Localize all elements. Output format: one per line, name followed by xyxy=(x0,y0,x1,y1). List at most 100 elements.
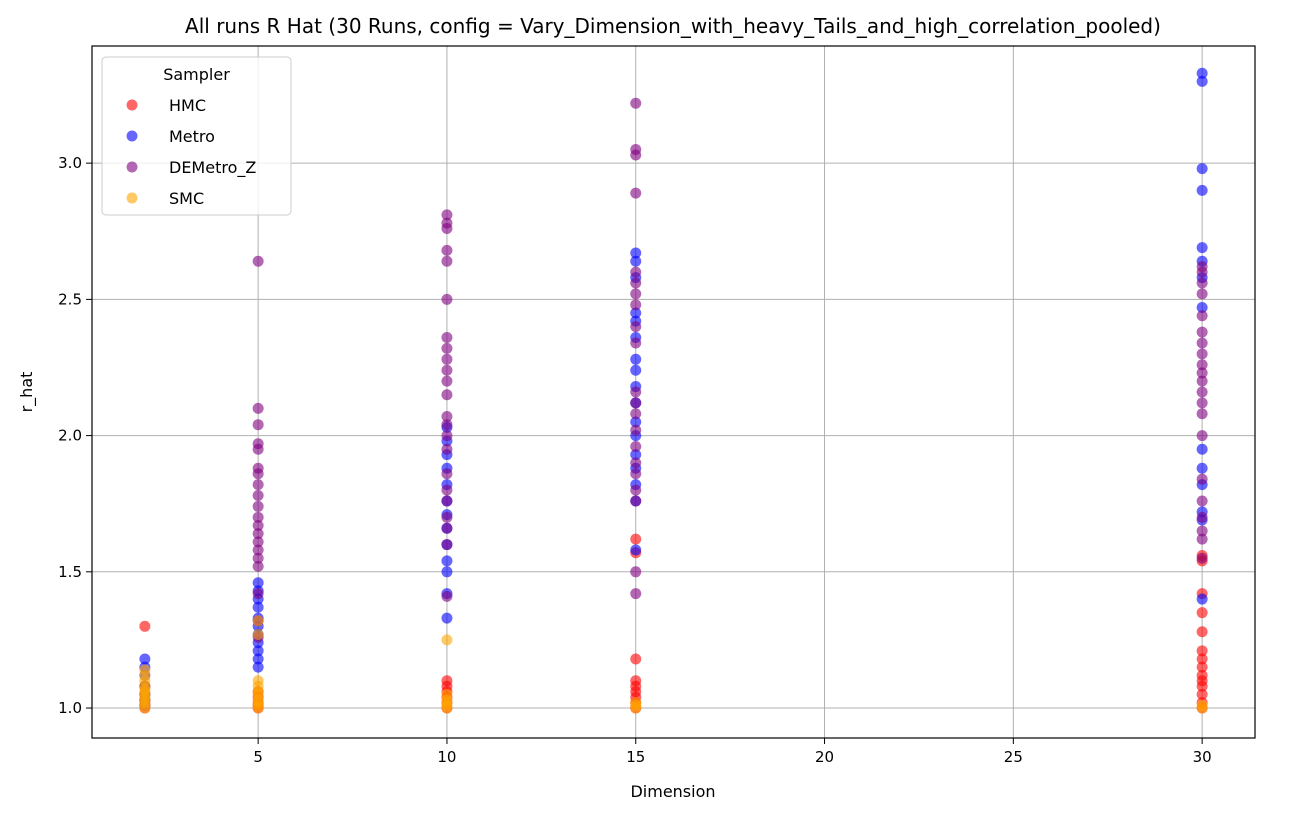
data-point xyxy=(252,511,264,523)
data-point xyxy=(252,479,264,491)
data-point xyxy=(441,468,453,480)
y-tick-label: 1.5 xyxy=(58,563,82,581)
data-point xyxy=(630,97,642,109)
data-point xyxy=(630,277,642,289)
chart-title: All runs R Hat (30 Runs, config = Vary_D… xyxy=(185,14,1161,38)
data-point xyxy=(1196,430,1208,442)
legend: Sampler HMC Metro DEMetro_Z SMC xyxy=(101,56,292,216)
data-point xyxy=(252,645,264,657)
data-point xyxy=(252,438,264,450)
data-point xyxy=(630,299,642,311)
data-point xyxy=(630,288,642,300)
data-point xyxy=(441,293,453,305)
data-point xyxy=(1196,688,1208,700)
data-point xyxy=(252,255,264,267)
data-point xyxy=(1196,288,1208,300)
data-point xyxy=(1196,375,1208,387)
data-point xyxy=(630,408,642,420)
data-point xyxy=(630,424,642,436)
legend-label: SMC xyxy=(169,189,204,208)
data-point xyxy=(252,462,264,474)
data-point xyxy=(630,337,642,349)
data-point xyxy=(1196,184,1208,196)
legend-marker xyxy=(126,161,138,173)
data-point xyxy=(630,440,642,452)
data-point xyxy=(441,209,453,221)
data-point xyxy=(441,675,453,687)
data-point xyxy=(1196,326,1208,338)
data-point xyxy=(139,620,151,632)
data-point xyxy=(630,255,642,267)
data-point xyxy=(1196,261,1208,273)
legend-marker xyxy=(126,192,138,204)
data-point xyxy=(1196,348,1208,360)
data-point xyxy=(630,266,642,278)
data-point xyxy=(1196,408,1208,420)
data-point xyxy=(441,511,453,523)
data-point xyxy=(441,353,453,365)
data-point xyxy=(630,353,642,365)
data-point xyxy=(441,419,453,431)
data-point xyxy=(252,601,264,613)
data-point xyxy=(441,389,453,401)
data-point xyxy=(441,332,453,344)
data-point xyxy=(441,443,453,455)
data-point xyxy=(252,402,264,414)
data-point xyxy=(252,490,264,502)
data-point xyxy=(1196,645,1208,657)
data-point xyxy=(630,697,642,709)
data-point xyxy=(441,539,453,551)
data-point xyxy=(252,544,264,556)
data-point xyxy=(1196,653,1208,665)
y-axis-label: r_hat xyxy=(17,372,37,413)
data-point xyxy=(1196,495,1208,507)
data-point xyxy=(1196,310,1208,322)
data-point xyxy=(1196,367,1208,379)
data-points xyxy=(139,67,1208,714)
data-point xyxy=(630,397,642,409)
data-point xyxy=(441,495,453,507)
data-point xyxy=(441,590,453,602)
data-point xyxy=(1196,337,1208,349)
legend-box xyxy=(101,56,292,216)
data-point xyxy=(630,307,642,319)
data-point xyxy=(441,375,453,387)
plot-area-frame xyxy=(91,45,1256,739)
data-point xyxy=(441,364,453,376)
data-point xyxy=(441,612,453,624)
data-point xyxy=(252,500,264,512)
data-point xyxy=(252,552,264,564)
data-point xyxy=(1196,699,1208,711)
data-point xyxy=(441,522,453,534)
data-point xyxy=(441,430,453,442)
data-point xyxy=(1196,163,1208,175)
data-point xyxy=(1196,359,1208,371)
data-point xyxy=(1196,661,1208,673)
y-tick-label: 2.0 xyxy=(58,427,82,445)
data-point xyxy=(630,544,642,556)
data-point xyxy=(441,688,453,700)
x-tick-label: 25 xyxy=(1004,748,1023,766)
data-point xyxy=(252,675,264,687)
y-tick-label: 1.0 xyxy=(58,699,82,717)
data-point xyxy=(630,484,642,496)
data-point xyxy=(252,628,264,640)
data-point xyxy=(441,555,453,567)
data-point xyxy=(1196,669,1208,681)
data-point xyxy=(252,519,264,531)
legend-marker xyxy=(126,99,138,111)
data-point xyxy=(252,577,264,589)
data-point xyxy=(630,495,642,507)
data-point xyxy=(630,653,642,665)
legend-label: Metro xyxy=(169,127,215,146)
data-point xyxy=(630,364,642,376)
data-point xyxy=(1196,511,1208,523)
data-point xyxy=(139,664,151,676)
data-point xyxy=(630,247,642,259)
data-point xyxy=(1196,533,1208,545)
data-point xyxy=(441,411,453,423)
data-point xyxy=(441,634,453,646)
data-point xyxy=(630,321,642,333)
data-point xyxy=(441,244,453,256)
data-point xyxy=(252,560,264,572)
